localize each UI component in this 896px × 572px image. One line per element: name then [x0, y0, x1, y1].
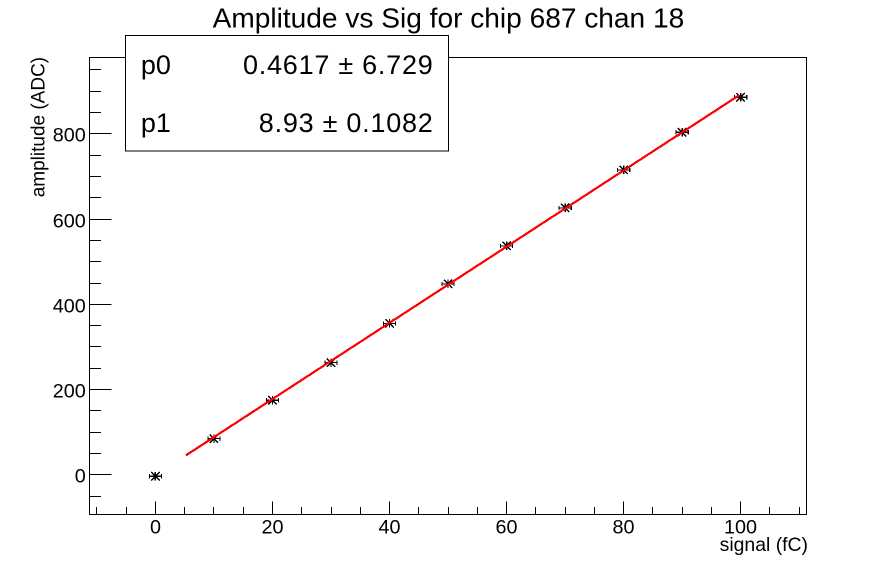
svg-text:800: 800	[53, 124, 86, 146]
svg-text:600: 600	[53, 210, 86, 232]
svg-text:0.4617 ± 6.729: 0.4617 ± 6.729	[243, 50, 433, 80]
svg-text:signal (fC): signal (fC)	[720, 534, 808, 556]
svg-text:400: 400	[53, 295, 86, 317]
svg-text:p1: p1	[141, 108, 171, 138]
svg-text:amplitude (ADC): amplitude (ADC)	[29, 57, 50, 197]
svg-text:60: 60	[495, 516, 517, 538]
svg-text:8.93 ± 0.1082: 8.93 ± 0.1082	[259, 108, 434, 138]
svg-text:p0: p0	[141, 50, 171, 80]
svg-text:100: 100	[724, 516, 757, 538]
svg-text:0: 0	[75, 465, 86, 487]
svg-text:20: 20	[261, 516, 283, 538]
svg-text:200: 200	[53, 380, 86, 402]
svg-text:0: 0	[150, 516, 161, 538]
svg-text:Amplitude vs Sig for chip 687: Amplitude vs Sig for chip 687 chan 18	[213, 2, 685, 33]
svg-text:40: 40	[378, 516, 400, 538]
svg-text:80: 80	[612, 516, 634, 538]
